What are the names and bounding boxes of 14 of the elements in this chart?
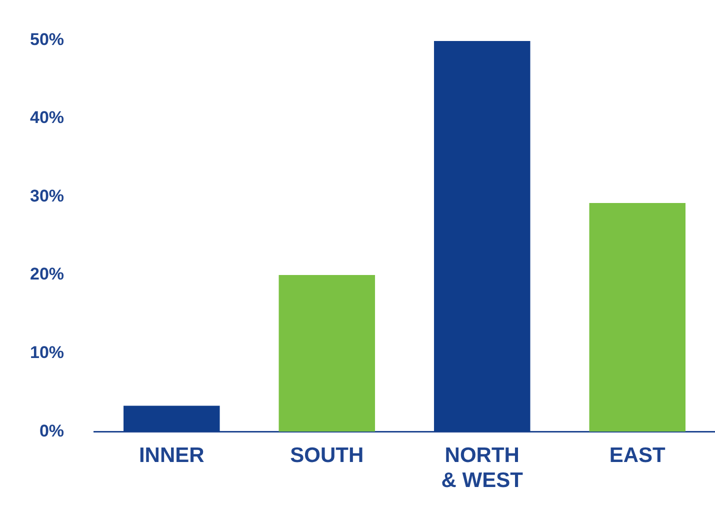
x-tick-label: NORTH & WEST [441, 444, 524, 492]
y-tick-label: 10% [30, 343, 64, 362]
bar [124, 406, 220, 432]
y-tick-label: 20% [30, 264, 64, 284]
x-tick-label: SOUTH [290, 444, 364, 467]
y-tick-label: 30% [30, 186, 64, 206]
x-tick-label: INNER [138, 444, 204, 467]
x-tick-label: EAST [609, 444, 666, 467]
bar [589, 203, 686, 432]
y-tick-label: 50% [30, 30, 64, 49]
bar [434, 40, 530, 432]
y-tick-label: 40% [30, 108, 64, 128]
bar [278, 275, 376, 432]
y-tick-label: 0% [39, 421, 64, 440]
